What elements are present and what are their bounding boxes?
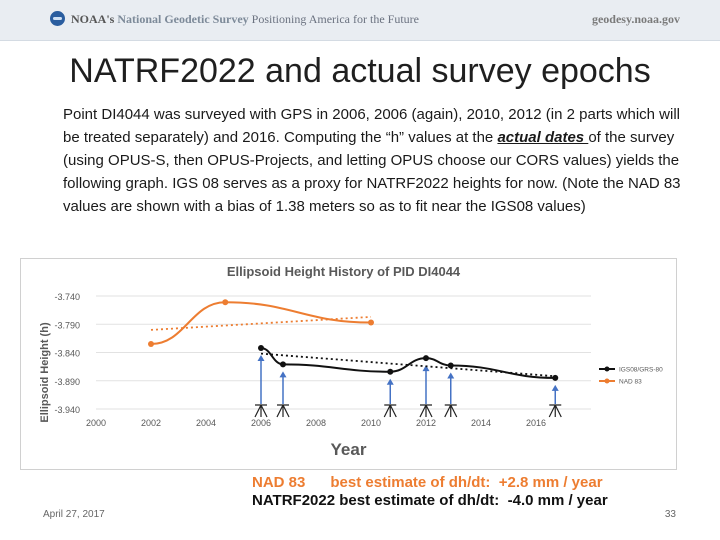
legend-marker <box>604 366 610 372</box>
chart-title: Ellipsoid Height History of PID DI4044 <box>227 264 461 279</box>
data-point <box>368 319 374 326</box>
survey-marker-arrow <box>279 371 287 378</box>
page-number: 33 <box>664 509 676 520</box>
x-tick-label: 2000 <box>86 418 106 428</box>
natrf-estimate-label: NATRF2022 <box>252 492 336 509</box>
x-tick-label: 2002 <box>141 418 161 428</box>
y-tick-label: -3.840 <box>54 349 80 359</box>
tripod-icon <box>276 404 290 418</box>
data-point <box>222 299 229 306</box>
tripod-icon <box>444 404 458 418</box>
x-tick-label: 2014 <box>471 418 491 428</box>
y-tick-label: -3.740 <box>54 292 80 302</box>
y-tick-label: -3.790 <box>54 320 80 330</box>
y-axis-title: Ellipsoid Height (h) <box>39 322 51 423</box>
body-text-part1: Point DI4044 was surveyed with GPS in 20… <box>63 106 681 146</box>
survey-marker-arrow <box>551 384 559 391</box>
data-point <box>423 355 429 362</box>
data-point <box>148 341 154 348</box>
nad83-estimate: NAD 83 best estimate of dh/dt: +2.8 mm /… <box>252 474 603 491</box>
org-prefix: NOAA's <box>71 12 115 26</box>
survey-marker-arrow <box>422 365 430 372</box>
survey-marker-arrow <box>447 372 455 379</box>
tripod-icon <box>254 404 268 418</box>
org-name: National Geodetic Survey <box>117 12 249 26</box>
x-tick-label: 2008 <box>306 418 326 428</box>
data-point <box>280 361 286 368</box>
x-tick-label: 2016 <box>526 418 546 428</box>
x-tick-label: 2012 <box>416 418 436 428</box>
body-text-part2: of the survey (using OPUS-S, then OPUS-P… <box>63 129 681 215</box>
tripod-icon <box>548 404 562 418</box>
x-axis-title: Year <box>331 440 367 459</box>
tripod-icon <box>419 404 433 418</box>
body-paragraph: Point DI4044 was surveyed with GPS in 20… <box>63 103 683 218</box>
trendline <box>150 316 372 331</box>
survey-marker-arrow <box>386 378 394 385</box>
natrf-estimate: NATRF2022 best estimate of dh/dt: -4.0 m… <box>252 492 608 509</box>
organization-name: NOAA's National Geodetic Survey Position… <box>71 12 419 27</box>
x-tick-label: 2004 <box>196 418 216 428</box>
nad83-estimate-label: NAD 83 <box>252 474 306 491</box>
chart-container: Ellipsoid Height History of PID DI4044 -3… <box>20 258 677 470</box>
data-point <box>552 374 559 381</box>
x-tick-label: 2010 <box>361 418 381 428</box>
ellipsoid-height-chart: Ellipsoid Height History of PID DI4044 -3… <box>39 264 663 459</box>
y-tick-label: -3.940 <box>54 405 80 415</box>
footer-date: April 27, 2017 <box>43 509 105 520</box>
slide-title: NATRF2022 and actual survey epochs <box>69 52 651 90</box>
nad83-estimate-text: best estimate of dh/dt: +2.8 mm / year <box>330 474 603 491</box>
body-text-emphasis: actual dates <box>497 129 589 146</box>
data-point <box>447 362 454 369</box>
noaa-logo-icon <box>50 11 65 26</box>
y-tick-label: -3.890 <box>54 377 80 387</box>
survey-marker-arrow <box>257 354 265 361</box>
slide-header: NOAA's National Geodetic Survey Position… <box>0 0 720 41</box>
data-point <box>387 368 394 375</box>
site-url[interactable]: geodesy.noaa.gov <box>591 12 680 26</box>
x-tick-label: 2006 <box>251 418 271 428</box>
legend-marker <box>604 378 610 384</box>
natrf-estimate-text: best estimate of dh/dt: -4.0 mm / year <box>339 492 608 509</box>
legend-label: NAD 83 <box>619 379 642 386</box>
tripod-icon <box>383 404 397 418</box>
legend-label: IGS08/GRS-80 <box>619 367 663 374</box>
org-tagline: Positioning America for the Future <box>251 12 419 26</box>
data-point <box>258 344 264 351</box>
